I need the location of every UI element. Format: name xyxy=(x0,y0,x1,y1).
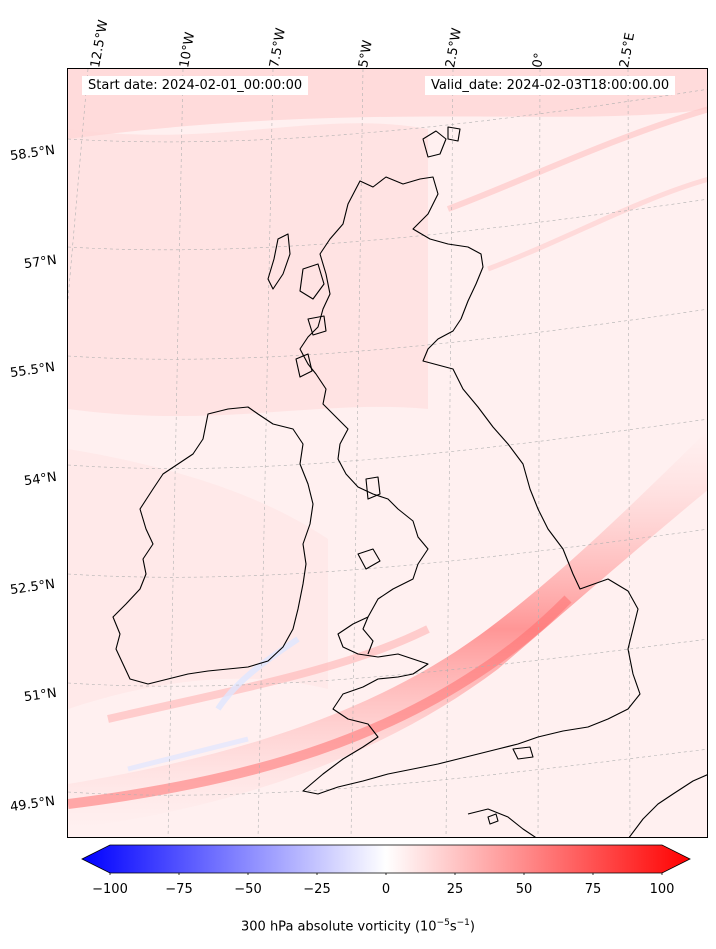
coastline-france xyxy=(628,774,707,837)
longitude-label: 7.5°W xyxy=(267,26,289,70)
coastline-anglesey xyxy=(357,548,381,570)
coastline-outer-hebrides xyxy=(267,233,291,290)
latitude-label: 57°N xyxy=(23,252,58,273)
colorbar-tick-label: 0 xyxy=(381,882,391,897)
latitude-label: 49.5°N xyxy=(9,793,56,816)
colorbar-tick-label: 50 xyxy=(515,882,533,897)
coastline-isle-of-wight xyxy=(512,746,534,760)
longitude-label: 2.5°W xyxy=(443,26,465,70)
colorbar-tick-label: −75 xyxy=(165,882,193,897)
negative-vorticity-streak-2 xyxy=(127,736,249,772)
vorticity-streak-northeast-2 xyxy=(487,176,707,272)
latitude-label: 52.5°N xyxy=(9,576,56,599)
colorbar-label-unit: s xyxy=(449,919,457,935)
colorbar-label-suffix: ) xyxy=(469,919,475,935)
vorticity-jet-band xyxy=(68,430,707,829)
coastline-islay xyxy=(295,353,313,378)
valid-date-label: Valid_date: 2024-02-03T18:00:00.00 xyxy=(425,76,676,95)
coastline-isle-of-man xyxy=(365,476,381,500)
coastline-orkney xyxy=(422,130,447,158)
longitude-label: 2.5°E xyxy=(617,31,639,70)
coastline-ireland xyxy=(112,406,314,685)
colorbar-label-exponent-2: −1 xyxy=(456,918,470,928)
vorticity-band-secondary xyxy=(107,625,430,723)
colorbar-tick-label: −25 xyxy=(303,882,331,897)
negative-vorticity-streak xyxy=(215,636,300,711)
coastline-wales xyxy=(362,616,374,655)
colorbar-label: 300 hPa absolute vorticity (10−5s−1) xyxy=(0,918,716,934)
colorbar-tick-label: 75 xyxy=(584,882,602,897)
coastlines xyxy=(112,126,707,837)
latitude-label: 55.5°N xyxy=(9,359,56,382)
longitude-label: 0° xyxy=(530,51,548,69)
vorticity-region-northwest xyxy=(68,123,428,417)
longitude-label: 12.5°W xyxy=(88,18,112,69)
graticule xyxy=(68,69,707,837)
vorticity-region-ireland xyxy=(68,449,328,709)
colorbar-bar xyxy=(81,844,691,874)
latitude-label: 51°N xyxy=(23,685,58,706)
colorbar-tick-label: −50 xyxy=(234,882,262,897)
coastline-channel-islands xyxy=(487,813,499,825)
colorbar-tick-label: 100 xyxy=(649,882,675,897)
colorbar-tick-label: 25 xyxy=(446,882,464,897)
coastline-skye xyxy=(299,263,325,300)
latitude-label: 54°N xyxy=(23,469,58,490)
colorbar-tick-label: −100 xyxy=(92,882,128,897)
colorbar-label-exponent-1: −5 xyxy=(436,918,450,928)
coastline-orkney-2 xyxy=(447,126,461,142)
start-date-label: Start date: 2024-02-01_00:00:00 xyxy=(82,76,309,95)
colorbar xyxy=(81,844,691,875)
coastline-brittany xyxy=(467,808,536,837)
longitude-label: 10°W xyxy=(177,31,199,69)
vorticity-jet-core xyxy=(68,595,572,809)
map-panel xyxy=(67,68,708,838)
latitude-label: 58.5°N xyxy=(9,142,56,165)
coastline-mull xyxy=(307,315,327,336)
vorticity-map xyxy=(68,69,707,837)
longitude-label: 5°W xyxy=(356,39,376,69)
vorticity-streak-northeast xyxy=(446,106,707,212)
colorbar-label-prefix: 300 hPa absolute vorticity (10 xyxy=(241,919,437,935)
coastline-great-britain xyxy=(299,176,641,795)
